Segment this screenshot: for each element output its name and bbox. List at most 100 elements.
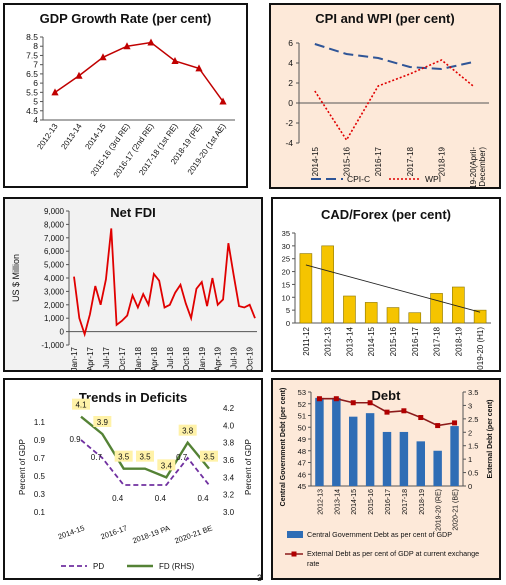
y-tick-label: -4 bbox=[285, 138, 293, 148]
debt-bar bbox=[332, 397, 341, 486]
debt-bar bbox=[349, 416, 358, 486]
y-axis-label: US $ Million bbox=[11, 254, 21, 302]
legend-debt-swatch bbox=[287, 531, 303, 538]
gdp-series-line bbox=[54, 41, 224, 102]
y-tick-label: 0 bbox=[286, 319, 290, 328]
x-tick-label: 2013-14 bbox=[59, 122, 84, 152]
external-debt-point bbox=[452, 420, 458, 426]
fdi-chart-title: Net FDI bbox=[110, 205, 156, 220]
x-tick-label: 2015-16 bbox=[389, 326, 398, 356]
y-tick-label: 0.7 bbox=[34, 454, 46, 463]
debt-bar bbox=[450, 426, 459, 486]
external-debt-point bbox=[316, 396, 322, 402]
cpi-c-series-line bbox=[314, 43, 474, 71]
y-tick-label: 53 bbox=[298, 388, 306, 397]
gdp-growth-panel: GDP Growth Rate (per cent) 4 4.5 5 5.5 6 6.5 7… bbox=[3, 3, 248, 188]
y-tick-label: 3,000 bbox=[44, 287, 65, 296]
debt-bar bbox=[382, 431, 392, 486]
y-tick-label: 8 bbox=[33, 41, 38, 51]
x-tick-label: Jan-19 bbox=[198, 346, 207, 370]
x-tick-label: 2012-13 bbox=[324, 326, 333, 356]
external-debt-point bbox=[435, 423, 441, 429]
y-tick-label: 6,000 bbox=[44, 247, 65, 256]
y-tick-label: 48 bbox=[298, 447, 306, 456]
y-tick-label: 6.5 bbox=[26, 69, 38, 79]
y-tick-label: 10 bbox=[282, 293, 290, 302]
y2-tick-label: 2.5 bbox=[468, 415, 478, 424]
x-tick-label: 2013-14 bbox=[334, 489, 341, 515]
debt-bar bbox=[433, 450, 442, 486]
x-tick-label: 2014-15 bbox=[83, 122, 108, 152]
x-tick-label: Oct-19 bbox=[246, 346, 255, 370]
cad-bar bbox=[430, 293, 443, 324]
external-debt-point bbox=[401, 408, 407, 414]
x-tick-label: 2019-20 (H1) bbox=[476, 327, 485, 370]
y-tick-label: 7.5 bbox=[26, 50, 38, 60]
debt-bar bbox=[416, 441, 425, 486]
y-tick-label: -2 bbox=[285, 118, 293, 128]
y-tick-label: 5 bbox=[33, 97, 38, 107]
y-tick-label: 0.5 bbox=[34, 472, 46, 481]
y2-tick-label: 3 bbox=[468, 401, 472, 410]
fd-label-box bbox=[136, 450, 154, 462]
debt-chart: 45 46 47 48 49 50 51 52 53 0 0.5 1 1.5 2 2.5 3 3.5 Centra… bbox=[280, 388, 494, 568]
gdp-point bbox=[51, 88, 59, 96]
debt-bar bbox=[399, 431, 409, 486]
x-tick-label: 2020-21 BE bbox=[173, 523, 213, 545]
pd-data-label: 0.7 bbox=[176, 453, 188, 462]
y-tick-label: 52 bbox=[298, 400, 306, 409]
fd-label-box bbox=[93, 416, 112, 427]
y-tick-label: 6 bbox=[33, 78, 38, 88]
x-tick-label: Apr-18 bbox=[150, 346, 159, 370]
y-tick-label: 4 bbox=[33, 115, 38, 125]
y-tick-label: 8,000 bbox=[44, 220, 65, 229]
y-tick-label: 0.3 bbox=[34, 490, 46, 499]
y-tick-label: 50 bbox=[298, 423, 306, 432]
y2-tick-label: 3.5 bbox=[468, 388, 478, 397]
y-tick-label: 9,000 bbox=[44, 207, 65, 216]
x-tick-label: 2011-12 bbox=[302, 326, 311, 355]
y-tick-label: 49 bbox=[298, 435, 306, 444]
fd-label-box bbox=[72, 398, 90, 410]
external-debt-point bbox=[367, 400, 373, 406]
y-tick-label: 0.1 bbox=[34, 508, 46, 517]
y-tick-label: 7 bbox=[33, 60, 38, 70]
deficits-panel: Trends in Deficits 0.1 0.3 0.5 0.7 0.9 1.1 3.0… bbox=[3, 378, 263, 580]
legend-fd-label: FD (RHS) bbox=[159, 562, 194, 571]
legend-external-marker bbox=[291, 551, 297, 557]
y-tick-label: 25 bbox=[282, 255, 290, 264]
x-tick-label: 2016-17 bbox=[374, 146, 383, 176]
y2-tick-label: 3.4 bbox=[223, 473, 235, 482]
fd-label-box bbox=[178, 424, 197, 436]
external-debt-point bbox=[350, 400, 356, 406]
fd-data-label: 3.5 bbox=[139, 453, 151, 462]
y2-tick-label: 1 bbox=[468, 455, 472, 464]
x-tick-label: 2015-16 bbox=[343, 146, 352, 176]
y2-axis-label: External Debt (per cent) bbox=[487, 400, 494, 479]
y-tick-label: 1.1 bbox=[34, 418, 46, 427]
fd-data-label: 3.4 bbox=[161, 461, 173, 470]
pd-data-label: 0.9 bbox=[69, 435, 81, 444]
deficits-chart-title: Trends in Deficits bbox=[78, 390, 188, 405]
y-tick-label: 4.5 bbox=[26, 106, 38, 116]
y-tick-label: 46 bbox=[298, 470, 306, 479]
y-tick-label: 15 bbox=[282, 280, 290, 289]
cad-bar bbox=[343, 295, 356, 324]
y2-tick-label: 3.0 bbox=[223, 508, 235, 517]
y-tick-label: 1,000 bbox=[44, 314, 65, 323]
fd-data-label: 3.5 bbox=[118, 453, 130, 462]
x-tick-label: 2012-13 bbox=[317, 489, 324, 515]
cad-bar bbox=[321, 245, 334, 324]
x-tick-label: 2017-18 bbox=[402, 489, 409, 515]
cad-trendline bbox=[305, 264, 481, 313]
pd-series-line bbox=[80, 439, 210, 486]
x-tick-label: 2018-19 bbox=[454, 326, 463, 356]
y-tick-label: 0.9 bbox=[34, 436, 46, 445]
y-tick-label: 7,000 bbox=[44, 234, 65, 243]
x-tick-label: Apr-17 bbox=[86, 346, 95, 370]
y2-tick-label: 2 bbox=[468, 428, 472, 437]
gdp-point bbox=[171, 56, 179, 64]
y-tick-label: 4,000 bbox=[44, 274, 65, 283]
cad-chart-title: CAD/Forex (per cent) bbox=[320, 207, 452, 222]
cad-bar bbox=[364, 302, 378, 324]
